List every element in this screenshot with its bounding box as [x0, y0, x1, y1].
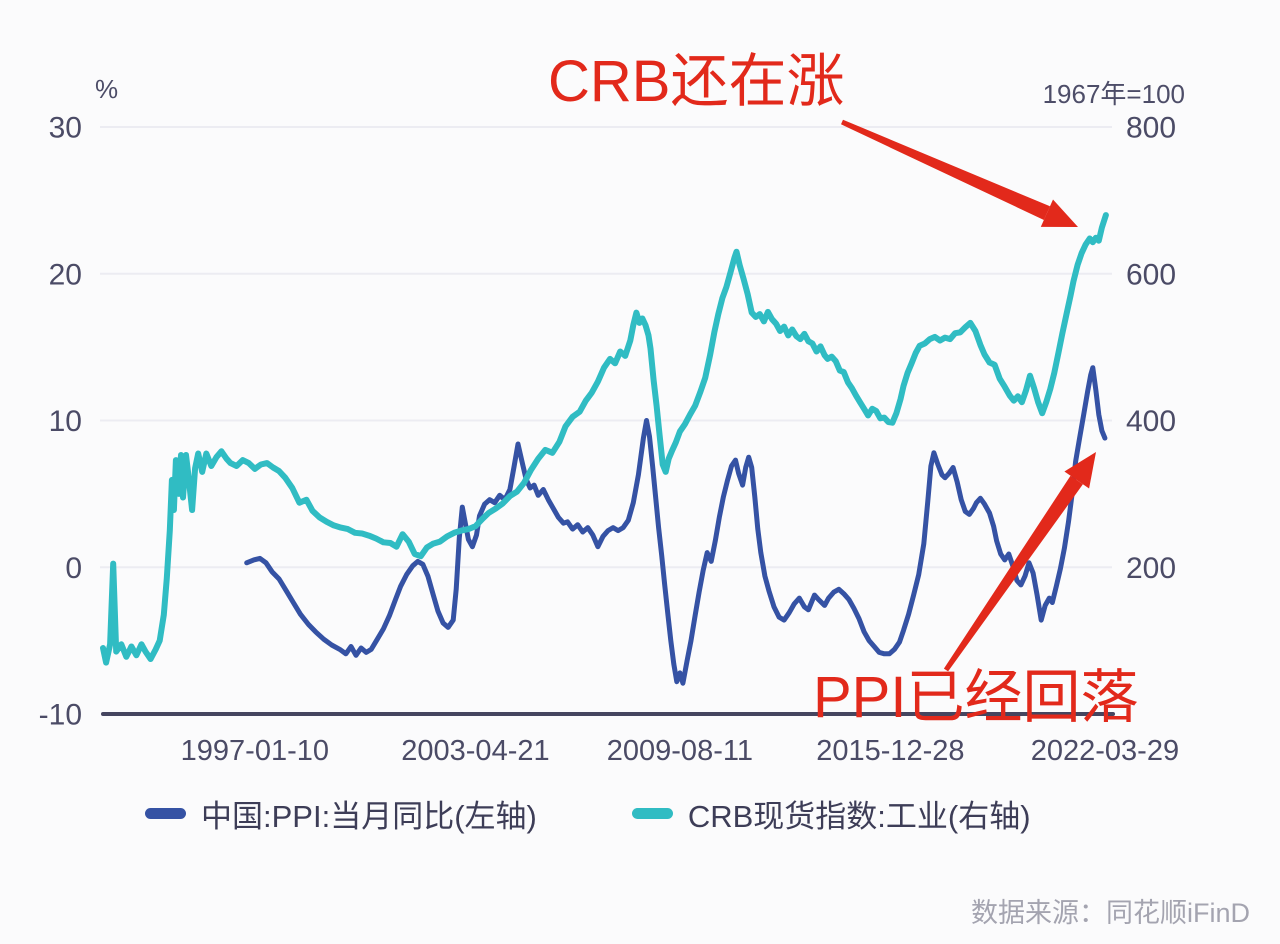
- svg-text:0: 0: [65, 552, 82, 585]
- svg-text:1997-01-10: 1997-01-10: [181, 735, 329, 767]
- legend-label-crb: CRB现货指数:工业(右轴): [687, 798, 1031, 834]
- svg-text:2015-12-28: 2015-12-28: [816, 735, 964, 767]
- annotation-crb-still-rising: CRB还在涨: [548, 49, 845, 114]
- svg-text:200: 200: [1126, 552, 1176, 585]
- svg-text:30: 30: [49, 112, 82, 145]
- ppi-line-swatch: [145, 807, 186, 819]
- svg-text:400: 400: [1126, 405, 1176, 438]
- svg-text:2009-08-11: 2009-08-11: [607, 735, 753, 767]
- left-axis-unit-label: %: [95, 74, 119, 104]
- annotation-ppi-has-fallen: PPI已经回落: [813, 665, 1139, 730]
- svg-text:800: 800: [1126, 112, 1176, 145]
- legend-item-crb: CRB现货指数:工业(右轴): [631, 795, 1031, 834]
- crb-line-swatch: [631, 807, 673, 819]
- data-source-caption: 数据来源：同花顺iFinD: [970, 898, 1250, 928]
- legend-item-ppi: 中国:PPI:当月同比(左轴): [145, 795, 537, 834]
- svg-text:10: 10: [49, 405, 82, 438]
- svg-text:600: 600: [1126, 258, 1176, 291]
- svg-text:20: 20: [49, 258, 82, 291]
- svg-text:-10: -10: [39, 699, 82, 732]
- legend-label-ppi: 中国:PPI:当月同比(左轴): [201, 798, 537, 834]
- svg-text:2022-03-29: 2022-03-29: [1031, 735, 1179, 767]
- svg-text:2003-04-21: 2003-04-21: [401, 735, 549, 767]
- right-axis-unit-label: 1967年=100: [1042, 79, 1185, 109]
- legend: 中国:PPI:当月同比(左轴) CRB现货指数:工业(右轴): [145, 795, 1031, 834]
